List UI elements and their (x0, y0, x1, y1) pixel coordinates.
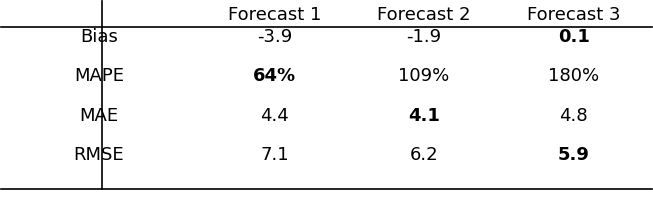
Text: MAE: MAE (80, 107, 118, 125)
Text: 64%: 64% (253, 67, 296, 85)
Text: Forecast 2: Forecast 2 (377, 6, 471, 24)
Text: -3.9: -3.9 (257, 28, 292, 46)
Text: MAPE: MAPE (74, 67, 124, 85)
Text: 4.8: 4.8 (559, 107, 588, 125)
Text: 4.4: 4.4 (260, 107, 289, 125)
Text: Forecast 3: Forecast 3 (527, 6, 620, 24)
Text: RMSE: RMSE (74, 146, 124, 164)
Text: 180%: 180% (548, 67, 599, 85)
Text: Forecast 1: Forecast 1 (228, 6, 321, 24)
Text: 7.1: 7.1 (260, 146, 289, 164)
Text: Bias: Bias (80, 28, 118, 46)
Text: 0.1: 0.1 (558, 28, 590, 46)
Text: 4.1: 4.1 (408, 107, 440, 125)
Text: 109%: 109% (398, 67, 450, 85)
Text: -1.9: -1.9 (406, 28, 441, 46)
Text: 5.9: 5.9 (558, 146, 590, 164)
Text: 6.2: 6.2 (409, 146, 438, 164)
